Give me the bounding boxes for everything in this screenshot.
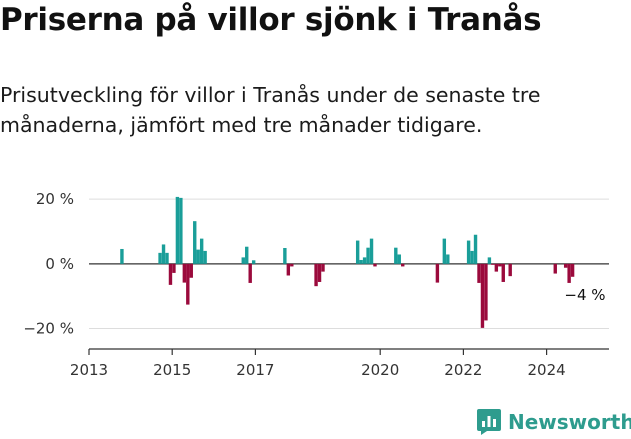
bar — [245, 246, 249, 264]
bar — [369, 238, 374, 264]
chart-subtitle: Prisutveckling för villor i Tranås under… — [0, 83, 541, 137]
x-tick-label: 2015 — [153, 361, 191, 379]
bar — [473, 234, 478, 264]
bar — [196, 249, 200, 264]
chart-title: Priserna på villor sjönk i Tranås — [0, 2, 542, 38]
bar — [314, 263, 318, 287]
bar — [186, 263, 190, 305]
bar-chart-icon — [477, 409, 501, 435]
bar — [553, 263, 557, 274]
bar — [362, 257, 367, 264]
bar — [321, 263, 325, 272]
bar — [570, 263, 575, 277]
bar — [446, 254, 450, 264]
bar — [563, 263, 568, 268]
bar — [484, 263, 488, 321]
newsworthy-logo: Newsworthy — [476, 408, 631, 436]
bar — [203, 250, 207, 264]
bar — [290, 263, 294, 267]
brand-name: Newsworthy — [508, 410, 631, 434]
bar — [487, 257, 492, 264]
bar — [508, 263, 512, 277]
y-tick-label: 20 % — [36, 190, 74, 208]
bar — [172, 263, 176, 273]
bar — [494, 263, 499, 272]
bar — [477, 263, 481, 283]
bar — [435, 263, 440, 283]
bar — [480, 263, 485, 328]
grid-lines: 20 % 0 % −20 % — [23, 190, 609, 338]
bar — [165, 252, 169, 264]
bar — [241, 257, 245, 264]
bar — [193, 221, 197, 264]
bar — [199, 238, 204, 264]
bar — [359, 259, 363, 264]
bar — [179, 197, 183, 264]
bar — [498, 263, 502, 267]
x-tick-label: 2022 — [444, 361, 482, 379]
bar — [251, 260, 256, 264]
bar — [366, 247, 370, 264]
bar — [466, 240, 471, 264]
bar — [317, 263, 322, 282]
bar — [161, 244, 166, 264]
bar — [501, 263, 505, 282]
bar — [168, 263, 173, 285]
bar — [182, 263, 187, 283]
y-tick-label: 0 % — [45, 255, 74, 273]
last-value-label: −4 % — [564, 286, 605, 304]
x-tick-label: 2013 — [70, 361, 108, 379]
x-tick-label: 2020 — [361, 361, 399, 379]
bar — [248, 263, 252, 283]
bar — [394, 247, 398, 264]
bar — [355, 240, 360, 264]
bar — [442, 238, 447, 264]
bar — [189, 263, 193, 278]
bars — [120, 196, 575, 328]
bar — [491, 263, 495, 265]
bar — [283, 248, 287, 264]
bar — [567, 263, 571, 283]
bar-chart: 20 % 0 % −20 % 2013 2015 2017 2020 2022 2024 −4… — [23, 190, 609, 379]
y-tick-label: −20 % — [23, 320, 74, 338]
bar — [397, 254, 401, 264]
x-tick-label: 2017 — [236, 361, 274, 379]
bar — [470, 250, 474, 264]
bar — [158, 252, 162, 264]
bar — [401, 263, 405, 267]
bar — [175, 196, 180, 264]
bar — [286, 263, 291, 276]
x-axis: 2013 2015 2017 2020 2022 2024 — [70, 348, 609, 379]
x-tick-label: 2024 — [528, 361, 566, 379]
bar — [373, 263, 377, 267]
bar — [120, 248, 124, 264]
